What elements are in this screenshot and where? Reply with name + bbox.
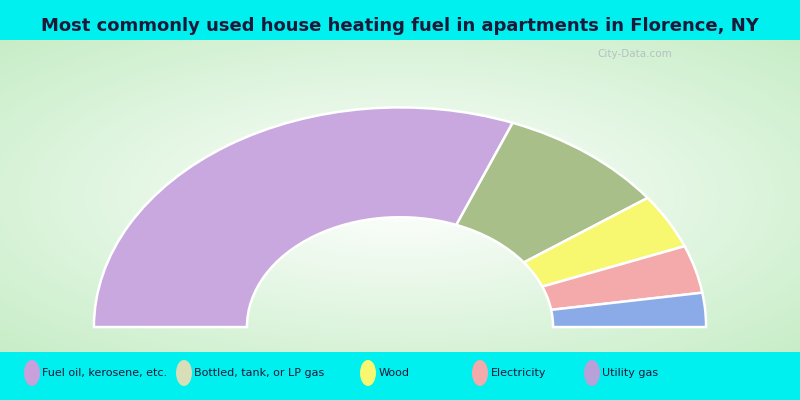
Wedge shape [542, 246, 702, 310]
Text: Most commonly used house heating fuel in apartments in Florence, NY: Most commonly used house heating fuel in… [41, 17, 759, 35]
Text: Bottled, tank, or LP gas: Bottled, tank, or LP gas [194, 368, 325, 378]
Text: Electricity: Electricity [490, 368, 546, 378]
Ellipse shape [24, 360, 40, 386]
Wedge shape [94, 107, 513, 327]
Wedge shape [551, 293, 706, 327]
Ellipse shape [472, 360, 488, 386]
Wedge shape [456, 123, 648, 262]
Ellipse shape [584, 360, 600, 386]
Text: Utility gas: Utility gas [602, 368, 658, 378]
Wedge shape [524, 198, 685, 287]
Text: Wood: Wood [378, 368, 410, 378]
Text: City-Data.com: City-Data.com [598, 49, 672, 59]
Ellipse shape [360, 360, 376, 386]
Text: Fuel oil, kerosene, etc.: Fuel oil, kerosene, etc. [42, 368, 167, 378]
Ellipse shape [176, 360, 192, 386]
